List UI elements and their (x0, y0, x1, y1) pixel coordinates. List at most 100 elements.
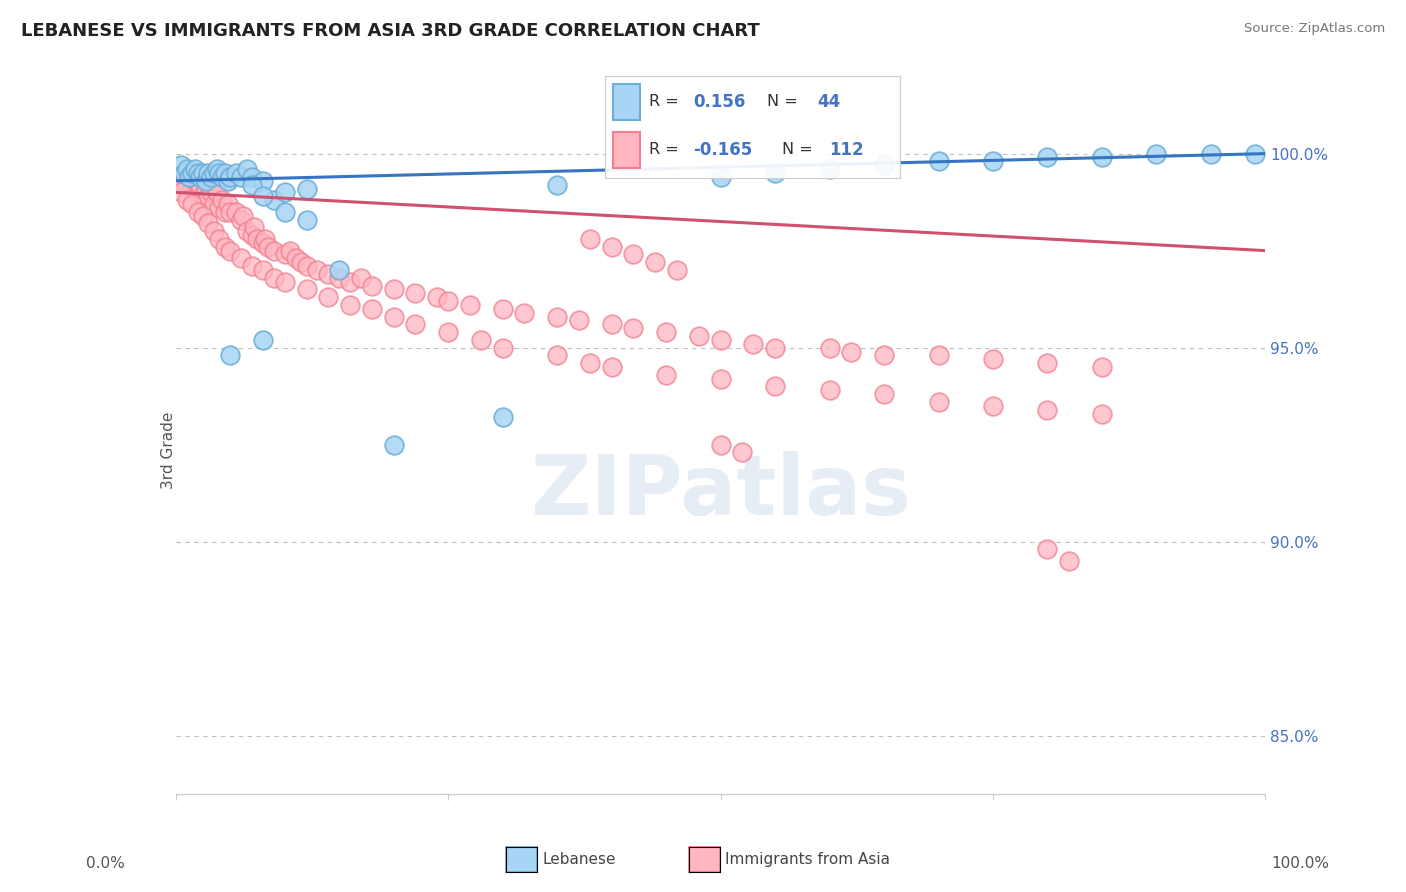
Point (981, 399, 1004, 413)
Point (254, 232, 277, 246)
Point (621, 321, 644, 335)
Text: 100.0%: 100.0% (1271, 856, 1330, 871)
Point (211, 193, 233, 207)
Point (219, 348, 242, 362)
Text: N =: N = (782, 142, 818, 157)
Point (295, 181, 318, 195)
Point (1144, 146, 1167, 161)
Point (214, 204, 236, 219)
Point (763, 166, 786, 180)
Point (176, 193, 198, 207)
Point (219, 169, 242, 184)
Bar (613, 84, 640, 120)
Point (621, 247, 644, 261)
Point (382, 310, 405, 324)
Point (181, 181, 204, 195)
Point (981, 352, 1004, 367)
Bar (613, 132, 640, 168)
Point (170, 174, 193, 188)
Point (1091, 407, 1114, 421)
Point (231, 252, 253, 266)
Point (170, 158, 193, 172)
Point (763, 341, 786, 355)
Text: R =: R = (650, 95, 683, 110)
Text: 112: 112 (830, 141, 863, 159)
Point (579, 232, 602, 246)
Point (295, 212, 318, 227)
Point (208, 166, 231, 180)
Point (191, 189, 214, 203)
Point (274, 247, 297, 261)
Point (818, 384, 841, 398)
Point (211, 169, 233, 184)
Text: N =: N = (768, 95, 803, 110)
Point (274, 275, 297, 289)
Point (219, 204, 242, 219)
Text: Lebanese: Lebanese (543, 853, 616, 867)
Point (710, 437, 733, 451)
Point (202, 166, 225, 180)
Point (841, 344, 863, 359)
Point (231, 169, 253, 184)
Point (202, 197, 225, 211)
Point (177, 169, 200, 184)
Point (177, 169, 200, 184)
Point (252, 235, 274, 250)
Point (655, 368, 678, 382)
Point (981, 154, 1004, 169)
Point (339, 275, 361, 289)
Point (731, 445, 754, 459)
Text: 44: 44 (817, 93, 841, 111)
Point (263, 193, 285, 207)
Point (655, 325, 678, 339)
Point (214, 240, 236, 254)
Point (710, 372, 733, 386)
Point (252, 333, 274, 347)
Y-axis label: 3rd Grade: 3rd Grade (162, 412, 176, 489)
Point (1036, 356, 1059, 370)
Point (1243, 146, 1265, 161)
Point (252, 263, 274, 277)
Point (492, 341, 515, 355)
Point (600, 359, 623, 374)
Point (382, 437, 405, 451)
Point (1036, 402, 1059, 417)
Point (513, 306, 536, 320)
Point (181, 166, 204, 180)
Point (170, 186, 193, 200)
Point (437, 294, 460, 309)
Point (186, 166, 209, 180)
Point (339, 298, 361, 312)
Point (873, 387, 896, 401)
Point (278, 244, 301, 258)
Point (382, 282, 405, 296)
Point (186, 204, 209, 219)
Point (197, 166, 219, 180)
Point (231, 212, 253, 227)
Point (176, 178, 198, 192)
Point (263, 244, 285, 258)
Point (243, 220, 266, 235)
Point (873, 348, 896, 362)
Point (235, 224, 257, 238)
Point (546, 348, 568, 362)
Point (252, 174, 274, 188)
Point (360, 301, 382, 316)
Point (644, 255, 666, 269)
Point (176, 162, 198, 177)
Point (217, 174, 239, 188)
Point (295, 259, 318, 273)
Point (195, 181, 218, 195)
Point (257, 240, 280, 254)
Point (470, 333, 492, 347)
Text: 0.156: 0.156 (693, 93, 745, 111)
Point (492, 301, 515, 316)
Point (600, 318, 623, 332)
Point (492, 410, 515, 425)
Point (208, 201, 231, 215)
Point (688, 329, 710, 343)
Text: ZIPatlas: ZIPatlas (530, 451, 911, 533)
Point (318, 290, 340, 304)
Point (225, 204, 247, 219)
Point (666, 263, 689, 277)
